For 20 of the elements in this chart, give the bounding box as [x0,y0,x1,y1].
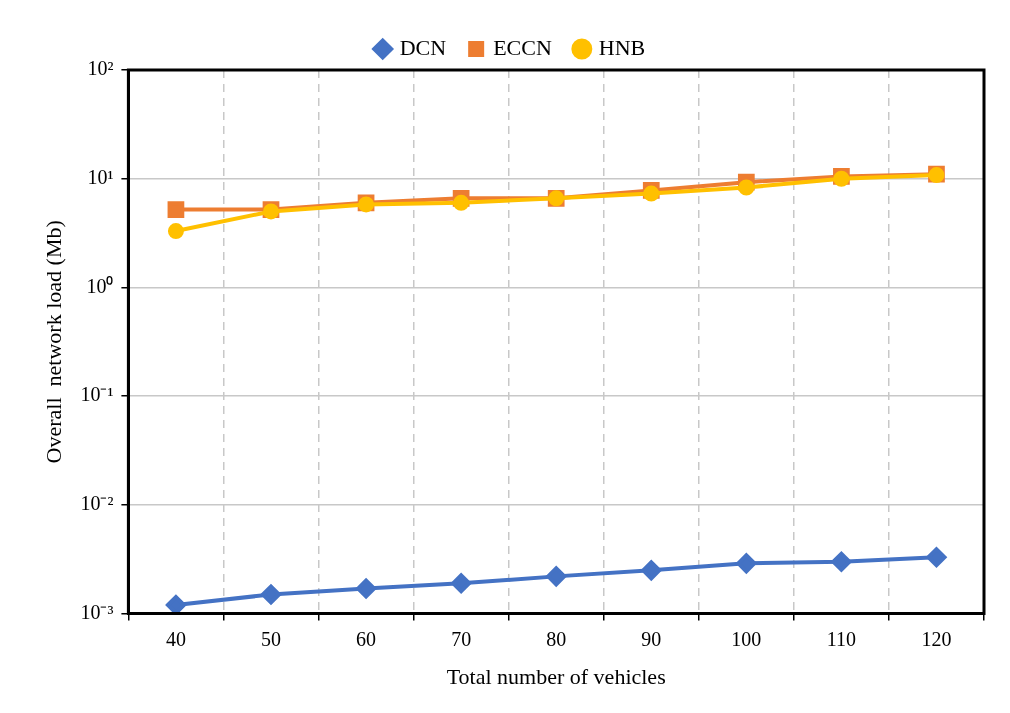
x-tick-label: 90 [641,627,662,650]
x-axis-title: Total number of vehicles [446,663,666,689]
y-tick-label: 10⁻² [80,492,114,515]
x-tick-label: 100 [731,627,762,650]
x-tick-label: 80 [546,627,567,650]
x-tick-label: 60 [356,627,377,650]
legend-label: DCN [399,34,447,60]
y-tick-label: 10¹ [87,165,114,188]
x-tick-label: 40 [165,627,186,650]
y-tick-label: 10² [87,57,114,80]
x-tick-label: 70 [451,627,472,650]
legend-label: HNB [598,34,646,60]
x-tick-label: 50 [261,627,281,650]
x-tick-label: 110 [826,627,857,650]
legend-label: ECCN [493,34,552,60]
y-tick-label: 10⁻³ [80,600,114,623]
y-axis-title: Overall network load (Mb) [40,220,66,464]
x-tick-label: 120 [921,627,952,650]
y-tick-label: 10⁻¹ [80,383,114,406]
y-tick-label: 10⁰ [86,274,114,297]
